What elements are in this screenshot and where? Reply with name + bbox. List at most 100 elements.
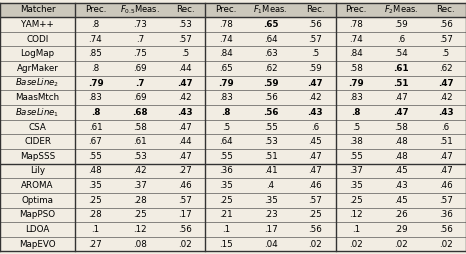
Text: .79: .79: [348, 78, 364, 88]
Text: .57: .57: [439, 35, 452, 44]
Text: .36: .36: [219, 166, 233, 176]
Text: .1: .1: [222, 225, 230, 234]
Text: .56: .56: [439, 225, 452, 234]
Text: .61: .61: [393, 64, 409, 73]
Text: .61: .61: [133, 137, 147, 146]
Text: .46: .46: [439, 181, 452, 190]
Text: .17: .17: [178, 210, 192, 219]
Text: .7: .7: [136, 78, 145, 88]
Text: .5: .5: [222, 122, 230, 132]
Text: CSA: CSA: [28, 122, 47, 132]
Text: .37: .37: [349, 166, 363, 176]
Text: .1: .1: [91, 225, 100, 234]
Text: YAM++: YAM++: [21, 20, 54, 29]
Text: .85: .85: [89, 49, 103, 58]
Text: .45: .45: [394, 166, 408, 176]
Text: .65: .65: [263, 20, 278, 29]
Text: .84: .84: [349, 49, 363, 58]
Text: Matcher: Matcher: [20, 5, 55, 14]
Text: .48: .48: [394, 152, 408, 161]
Text: .53: .53: [264, 137, 278, 146]
Text: .62: .62: [439, 64, 452, 73]
Text: .79: .79: [88, 78, 103, 88]
Text: .43: .43: [438, 108, 453, 117]
Text: .37: .37: [133, 181, 147, 190]
Text: .25: .25: [133, 210, 147, 219]
Text: Prec.: Prec.: [345, 5, 367, 14]
Text: .43: .43: [394, 181, 408, 190]
Text: MapPSO: MapPSO: [20, 210, 55, 219]
Text: $\mathit{BaseLine}_2$: $\mathit{BaseLine}_2$: [15, 77, 60, 89]
Text: .48: .48: [394, 137, 408, 146]
Text: .35: .35: [89, 181, 103, 190]
Text: .43: .43: [308, 108, 323, 117]
Text: .27: .27: [89, 240, 103, 249]
Text: .47: .47: [178, 122, 192, 132]
Text: .56: .56: [439, 20, 452, 29]
Text: .47: .47: [438, 78, 453, 88]
Text: Rec.: Rec.: [176, 5, 194, 14]
Text: Prec.: Prec.: [85, 5, 106, 14]
Text: .02: .02: [394, 240, 408, 249]
Text: Prec.: Prec.: [215, 5, 236, 14]
Text: Optima: Optima: [21, 196, 54, 205]
Text: .51: .51: [439, 137, 452, 146]
Text: .02: .02: [349, 240, 363, 249]
Text: .42: .42: [178, 93, 192, 102]
Text: .56: .56: [264, 93, 277, 102]
Text: .44: .44: [178, 137, 192, 146]
Text: .64: .64: [219, 137, 233, 146]
Text: .67: .67: [89, 137, 103, 146]
Text: .38: .38: [349, 137, 363, 146]
Text: .45: .45: [308, 137, 322, 146]
Text: .56: .56: [308, 225, 322, 234]
Text: .25: .25: [219, 196, 233, 205]
Text: MapEVO: MapEVO: [19, 240, 56, 249]
Text: .4: .4: [267, 181, 274, 190]
Text: .46: .46: [308, 181, 322, 190]
Bar: [0, 3, 466, 17]
Text: .48: .48: [89, 166, 103, 176]
Text: .47: .47: [439, 166, 452, 176]
Text: .63: .63: [264, 49, 277, 58]
Text: .57: .57: [178, 35, 192, 44]
Text: .42: .42: [308, 93, 322, 102]
Text: .53: .53: [133, 152, 147, 161]
Text: .04: .04: [264, 240, 277, 249]
Text: LogMap: LogMap: [21, 49, 55, 58]
Text: .29: .29: [394, 225, 408, 234]
Text: AgrMaker: AgrMaker: [17, 64, 59, 73]
Text: .61: .61: [89, 122, 103, 132]
Text: .83: .83: [349, 93, 363, 102]
Text: .68: .68: [132, 108, 148, 117]
Text: .51: .51: [393, 78, 409, 88]
Text: .65: .65: [219, 64, 233, 73]
Text: .57: .57: [308, 196, 322, 205]
Text: .53: .53: [178, 20, 192, 29]
Text: .47: .47: [393, 108, 409, 117]
Text: .55: .55: [349, 152, 363, 161]
Text: .12: .12: [133, 225, 147, 234]
Text: $\mathit{BaseLine}_1$: $\mathit{BaseLine}_1$: [15, 106, 60, 119]
Text: .25: .25: [349, 196, 363, 205]
Text: .02: .02: [178, 240, 192, 249]
Text: .26: .26: [394, 210, 408, 219]
Text: .83: .83: [89, 93, 103, 102]
Text: .8: .8: [91, 108, 100, 117]
Text: .47: .47: [177, 78, 193, 88]
Text: .73: .73: [133, 20, 147, 29]
Text: .62: .62: [264, 64, 277, 73]
Text: .6: .6: [311, 122, 320, 132]
Text: .58: .58: [394, 122, 408, 132]
Text: .56: .56: [263, 108, 278, 117]
Text: .1: .1: [352, 225, 360, 234]
Text: .58: .58: [349, 64, 363, 73]
Text: AROMA: AROMA: [21, 181, 54, 190]
Text: .47: .47: [178, 152, 192, 161]
Text: .69: .69: [133, 93, 147, 102]
Text: .02: .02: [308, 240, 322, 249]
Text: .08: .08: [133, 240, 147, 249]
Text: .78: .78: [219, 20, 233, 29]
Text: .58: .58: [133, 122, 147, 132]
Text: .5: .5: [442, 49, 450, 58]
